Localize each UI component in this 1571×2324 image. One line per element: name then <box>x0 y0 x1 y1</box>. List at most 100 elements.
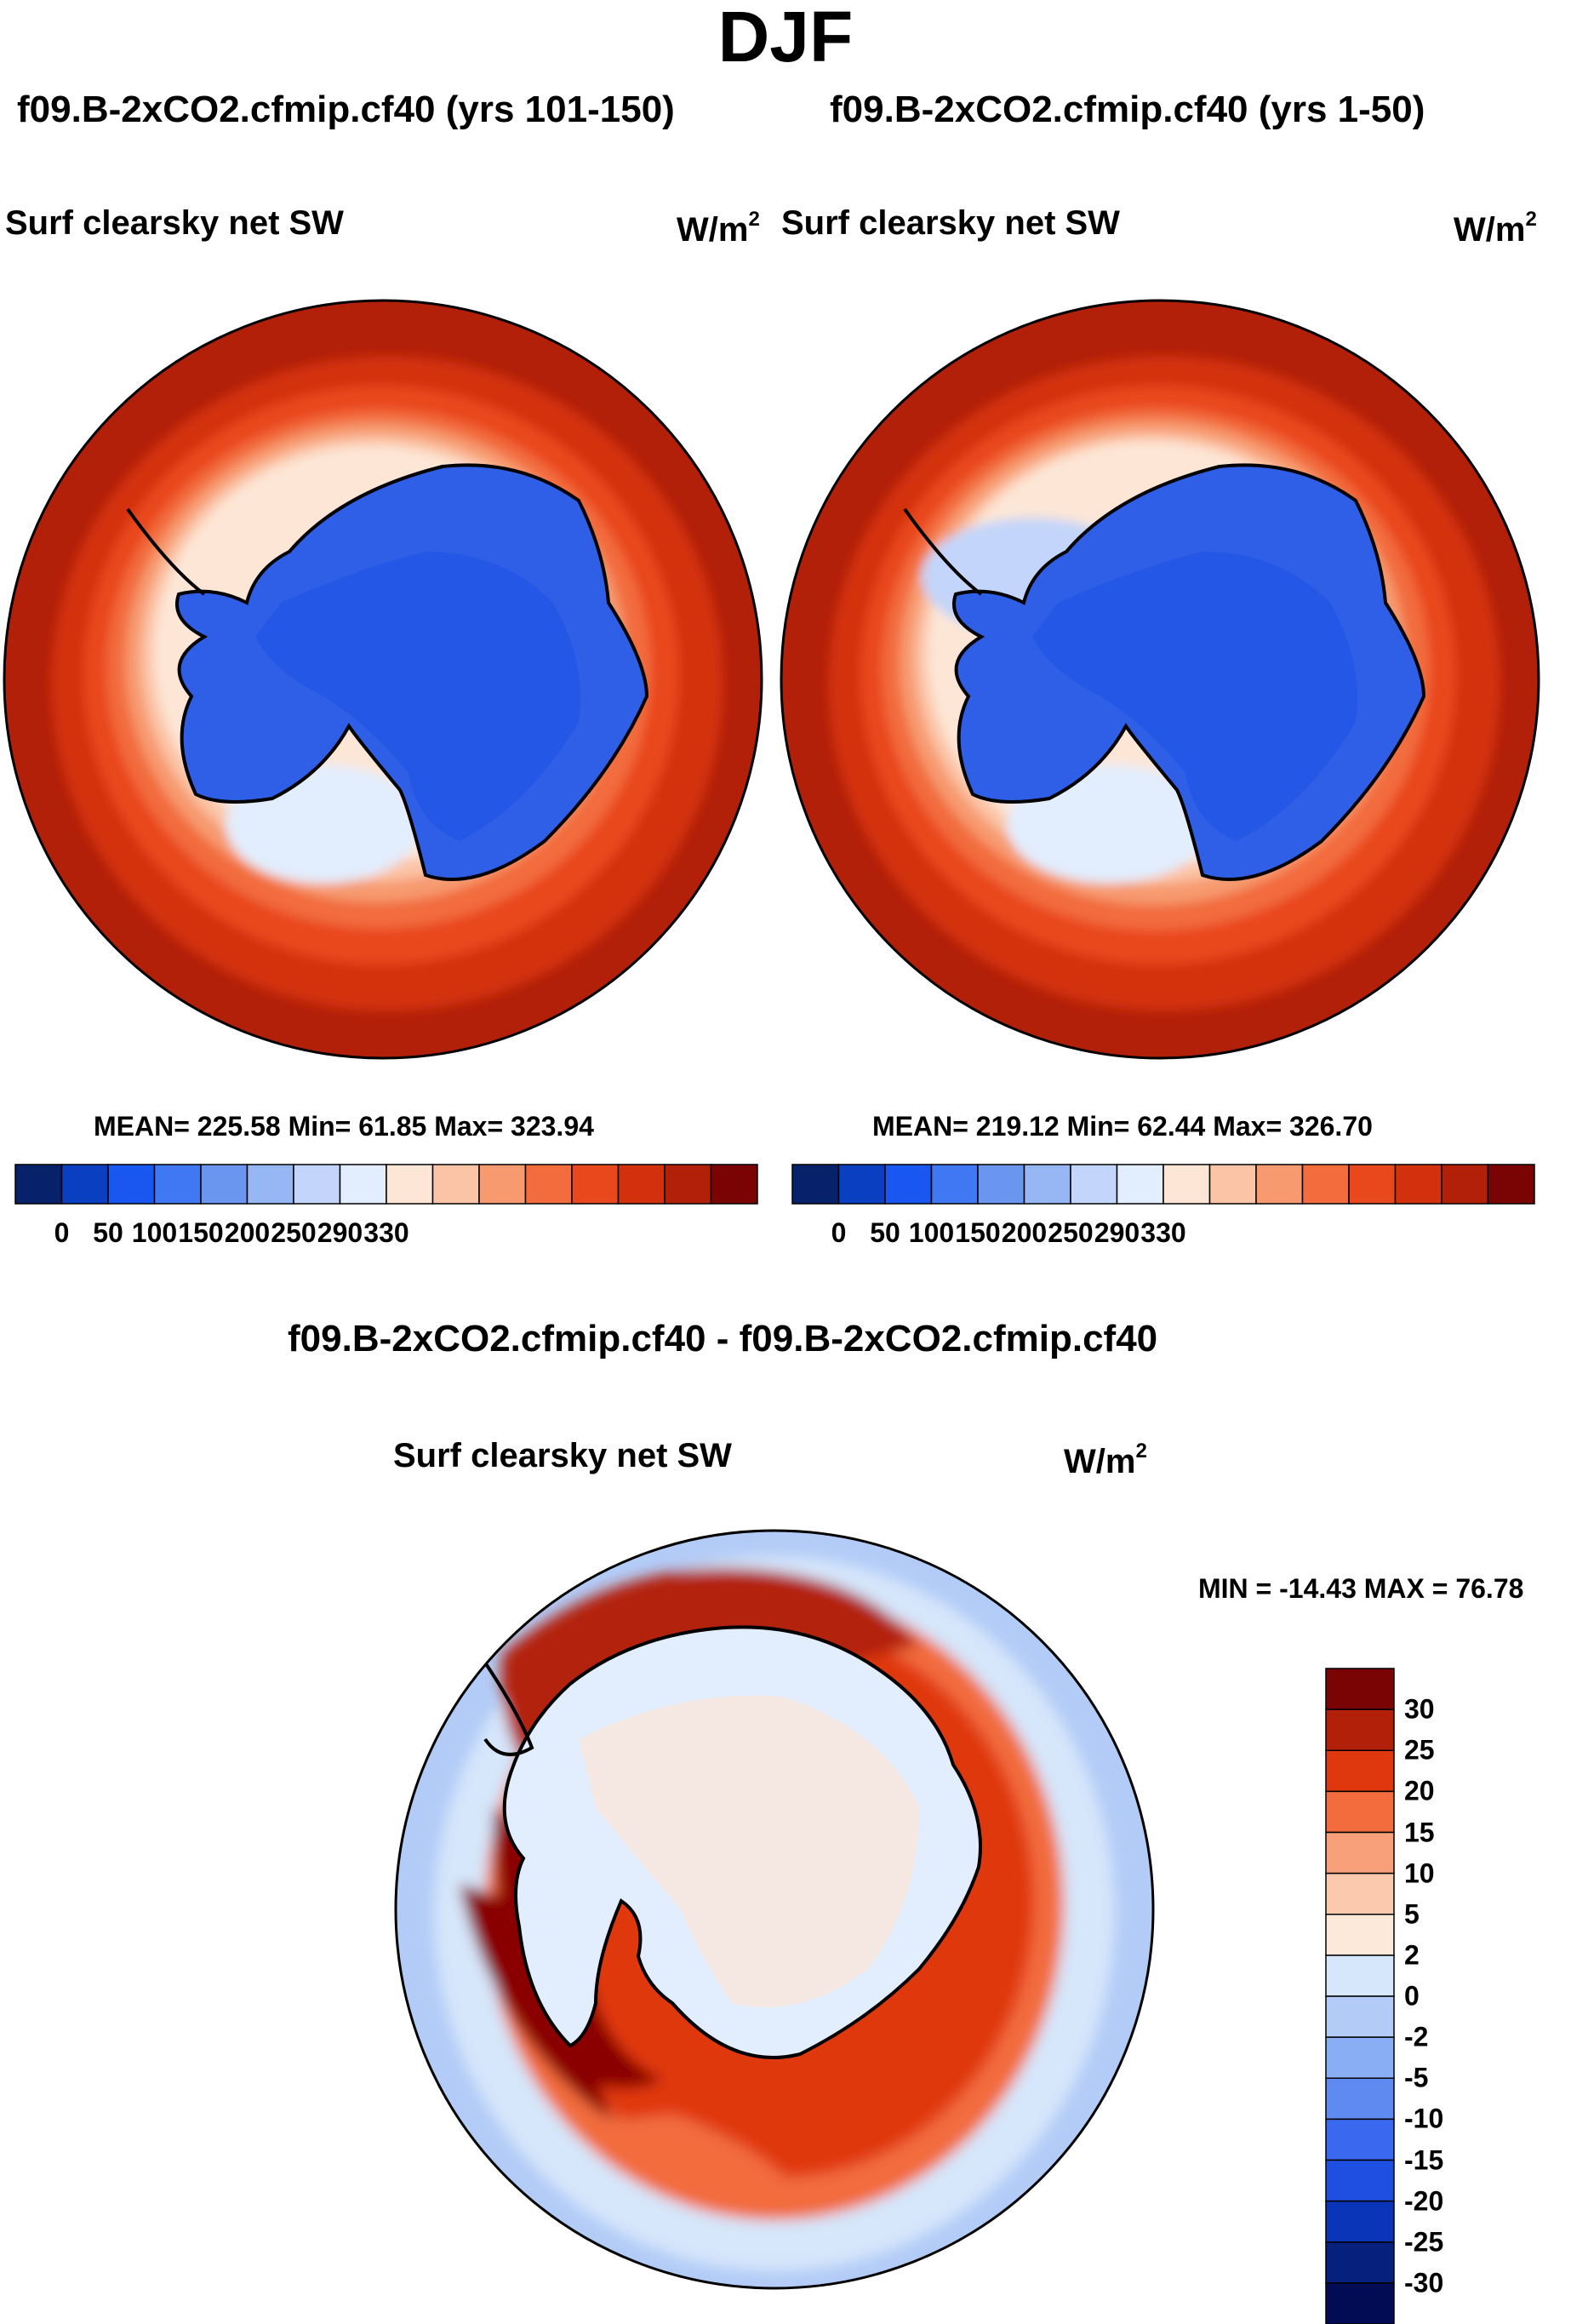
diff-colorbar-tick-label: 0 <box>1404 1980 1420 2012</box>
main-title: DJF <box>717 0 854 77</box>
colorbar-tick-label: 150 <box>178 1217 224 1248</box>
colorbar-swatch-2-9 <box>1208 1164 1257 1205</box>
panel-2-case-title: f09.B-2xCO2.cfmip.cf40 (yrs 1-50) <box>830 89 1425 130</box>
colorbar-swatch-2-1 <box>837 1164 886 1205</box>
colorbar-swatch-1-15 <box>710 1164 758 1205</box>
colorbar-swatch-1-4 <box>200 1164 249 1205</box>
difference-case-title: f09.B-2xCO2.cfmip.cf40 - f09.B-2xCO2.cfm… <box>288 1318 1158 1359</box>
colorbar-swatch-2-5 <box>1023 1164 1071 1205</box>
colorbar-tick-label: 100 <box>908 1217 955 1248</box>
diff-colorbar-swatch-14 <box>1325 2241 1395 2284</box>
diff-colorbar-swatch-13 <box>1325 2200 1395 2243</box>
colorbar-swatch-2-6 <box>1070 1164 1118 1205</box>
colorbar-swatch-1-7 <box>339 1164 387 1205</box>
difference-units: W/m2 <box>1064 1440 1147 1480</box>
diff-colorbar-swatch-3 <box>1325 1790 1395 1834</box>
panel-2-variable-label: Surf clearsky net SW <box>781 204 1120 242</box>
diff-colorbar-tick-label: -10 <box>1404 2103 1444 2134</box>
diff-colorbar-tick-label: 2 <box>1404 1939 1420 1971</box>
colorbar-tick-label: 0 <box>54 1217 70 1248</box>
colorbar-tick-label: 150 <box>955 1217 1001 1248</box>
diff-colorbar-swatch-9 <box>1325 2036 1395 2079</box>
difference-map <box>394 1529 1155 2290</box>
panel-2-colorbar-ticks: 0 50 100 150 200 250 290 330 <box>792 1217 1534 1251</box>
panel-1-colorbar <box>14 1164 758 1205</box>
diff-colorbar-tick-label: -5 <box>1404 2062 1429 2093</box>
colorbar-tick-label: 50 <box>93 1217 123 1248</box>
colorbar-swatch-1-5 <box>246 1164 294 1205</box>
panel-2-stats: MEAN= 219.12 Min= 62.44 Max= 326.70 <box>872 1111 1373 1142</box>
colorbar-swatch-2-3 <box>930 1164 979 1205</box>
colorbar-tick-label: 330 <box>1140 1217 1186 1248</box>
difference-variable-label: Surf clearsky net SW <box>393 1437 732 1474</box>
colorbar-swatch-1-2 <box>107 1164 156 1205</box>
diff-colorbar-tick-label: -20 <box>1404 2185 1444 2217</box>
colorbar-swatch-1-8 <box>386 1164 434 1205</box>
panel-1-variable-label: Surf clearsky net SW <box>5 204 344 242</box>
diff-colorbar-swatch-6 <box>1325 1914 1395 1956</box>
colorbar-tick-label: 250 <box>271 1217 317 1248</box>
colorbar-swatch-2-10 <box>1255 1164 1304 1205</box>
diff-colorbar-tick-label: 30 <box>1404 1693 1435 1725</box>
colorbar-tick-label: 100 <box>131 1217 178 1248</box>
diff-colorbar-swatch-11 <box>1325 2118 1395 2161</box>
diff-colorbar-swatch-8 <box>1325 1995 1395 2038</box>
colorbar-swatch-1-9 <box>431 1164 480 1205</box>
colorbar-swatch-1-6 <box>293 1164 341 1205</box>
colorbar-swatch-1-12 <box>571 1164 620 1205</box>
difference-stats: MIN = -14.43 MAX = 76.78 <box>1198 1573 1524 1604</box>
panel-1-stats: MEAN= 225.58 Min= 61.85 Max= 323.94 <box>94 1111 594 1142</box>
diff-colorbar-swatch-2 <box>1325 1749 1395 1793</box>
diff-colorbar-tick-label: -2 <box>1404 2021 1429 2052</box>
difference-colorbar-ticks: 30 25 20 15 10 5 2 0 -2 -5 -10 -15 -20 -25 -30 <box>1404 1669 1506 2324</box>
colorbar-tick-label: 200 <box>224 1217 271 1248</box>
diff-colorbar-swatch-5 <box>1325 1872 1395 1915</box>
colorbar-swatch-2-11 <box>1301 1164 1350 1205</box>
diff-colorbar-tick-label: -30 <box>1404 2267 1444 2298</box>
panel-2-colorbar <box>791 1164 1535 1205</box>
diff-colorbar-tick-label: 25 <box>1404 1734 1435 1766</box>
diff-colorbar-swatch-15 <box>1325 2282 1395 2324</box>
diff-colorbar-swatch-1 <box>1325 1709 1395 1751</box>
colorbar-tick-label: 290 <box>1094 1217 1140 1248</box>
diff-colorbar-swatch-12 <box>1325 2159 1395 2202</box>
colorbar-swatch-1-14 <box>664 1164 712 1205</box>
diff-colorbar-tick-label: 20 <box>1404 1775 1435 1806</box>
colorbar-swatch-1-10 <box>478 1164 527 1205</box>
colorbar-swatch-2-12 <box>1348 1164 1397 1205</box>
colorbar-swatch-1-0 <box>14 1164 63 1205</box>
panel-1-map <box>3 299 763 1060</box>
colorbar-swatch-1-1 <box>60 1164 109 1205</box>
panel-1-units: W/m2 <box>677 208 760 249</box>
colorbar-swatch-1-3 <box>153 1164 202 1205</box>
diff-colorbar-swatch-0 <box>1325 1668 1395 1710</box>
colorbar-tick-label: 330 <box>363 1217 409 1248</box>
colorbar-swatch-2-7 <box>1116 1164 1164 1205</box>
difference-colorbar <box>1325 1668 1395 2324</box>
panel-2-map <box>780 299 1540 1060</box>
panel-1-colorbar-ticks: 0 50 100 150 200 250 290 330 <box>15 1217 757 1251</box>
colorbar-swatch-2-0 <box>791 1164 840 1205</box>
diff-colorbar-swatch-7 <box>1325 1955 1395 1997</box>
colorbar-swatch-2-2 <box>884 1164 933 1205</box>
colorbar-tick-label: 290 <box>317 1217 363 1248</box>
colorbar-swatch-1-13 <box>617 1164 666 1205</box>
colorbar-swatch-1-11 <box>524 1164 573 1205</box>
diff-colorbar-tick-label: 15 <box>1404 1817 1435 1847</box>
diff-colorbar-tick-label: -25 <box>1404 2226 1444 2258</box>
colorbar-tick-label: 250 <box>1048 1217 1094 1248</box>
diff-colorbar-tick-label: 5 <box>1404 1898 1420 1930</box>
colorbar-tick-label: 0 <box>831 1217 847 1248</box>
colorbar-swatch-2-15 <box>1487 1164 1535 1205</box>
colorbar-tick-label: 50 <box>870 1217 900 1248</box>
diff-colorbar-swatch-10 <box>1325 2077 1395 2121</box>
colorbar-swatch-2-13 <box>1394 1164 1442 1205</box>
colorbar-swatch-2-8 <box>1163 1164 1211 1205</box>
colorbar-tick-label: 200 <box>1001 1217 1048 1248</box>
diff-colorbar-tick-label: -15 <box>1404 2144 1444 2175</box>
panel-1-case-title: f09.B-2xCO2.cfmip.cf40 (yrs 101-150) <box>17 89 675 130</box>
colorbar-swatch-2-4 <box>977 1164 1025 1205</box>
colorbar-swatch-2-14 <box>1441 1164 1489 1205</box>
diff-colorbar-swatch-4 <box>1325 1831 1395 1875</box>
panel-2-units: W/m2 <box>1454 208 1537 249</box>
